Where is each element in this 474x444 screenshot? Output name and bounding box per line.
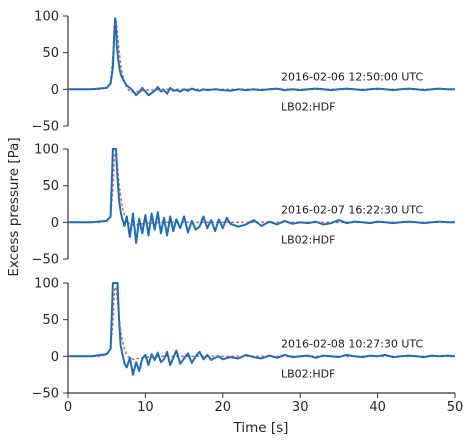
x-tick-label: 30	[292, 400, 309, 415]
x-axis-label: Time [s]	[233, 420, 289, 436]
timestamp-label: 2016-02-07 16:22:30 UTC	[281, 203, 423, 216]
y-tick-label: 50	[42, 313, 59, 328]
x-tick-label: 40	[369, 400, 386, 415]
y-tick-label: 0	[51, 350, 59, 365]
panel-3: −50 0 50 100 0 10 20 30 40 50 2016-02-08 10:27:30 …	[32, 277, 464, 416]
y-tick-label: 0	[51, 83, 59, 98]
model-series-line	[68, 149, 455, 227]
measured-series-line	[68, 282, 455, 376]
x-tick-label: 10	[137, 400, 154, 415]
timestamp-label: 2016-02-06 12:50:00 UTC	[281, 70, 423, 83]
y-tick-label: 100	[34, 277, 59, 292]
y-tick-label: 50	[42, 46, 59, 61]
station-label: LB02:HDF	[281, 367, 335, 380]
panel-1: −50 0 50 100 2016-02-06 12:50:00 UTC LB02:HDF	[32, 10, 455, 135]
y-tick-label: −50	[32, 120, 59, 135]
measured-series-line	[68, 17, 455, 97]
x-tick-label: 20	[215, 400, 232, 415]
x-tick-label: 50	[447, 400, 464, 415]
model-series-line	[68, 283, 455, 361]
y-tick-label: 100	[34, 143, 59, 158]
y-tick-label: −50	[32, 253, 59, 268]
station-label: LB02:HDF	[281, 233, 335, 246]
timestamp-label: 2016-02-08 10:27:30 UTC	[281, 337, 423, 350]
station-label: LB02:HDF	[281, 100, 335, 113]
x-tick-label: 0	[64, 400, 72, 415]
y-axis-label: Excess pressure [Pa]	[6, 137, 22, 276]
y-tick-label: 50	[42, 179, 59, 194]
y-tick-label: 100	[34, 10, 59, 25]
y-tick-label: 0	[51, 216, 59, 231]
measured-series-line	[68, 148, 455, 244]
y-tick-label: −50	[32, 387, 59, 402]
panel-2: −50 0 50 100 2016-02-07 16:22:30 UTC LB02:HDF	[32, 143, 455, 268]
